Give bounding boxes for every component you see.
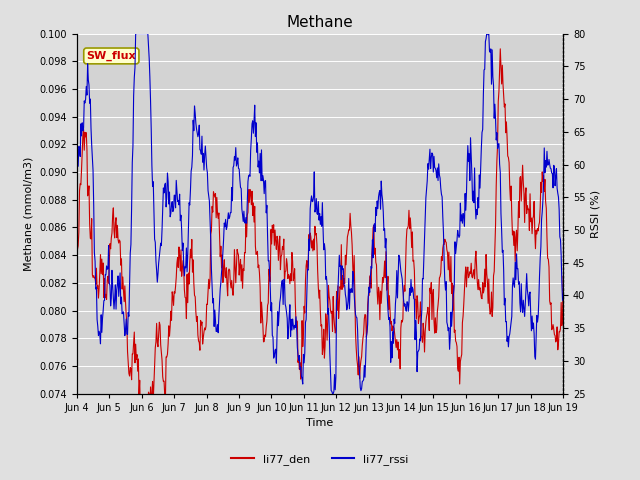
Title: Methane: Methane bbox=[287, 15, 353, 30]
Legend: li77_den, li77_rssi: li77_den, li77_rssi bbox=[227, 450, 413, 469]
X-axis label: Time: Time bbox=[307, 418, 333, 428]
Y-axis label: Methane (mmol/m3): Methane (mmol/m3) bbox=[24, 156, 34, 271]
Y-axis label: RSSI (%): RSSI (%) bbox=[591, 190, 601, 238]
Text: SW_flux: SW_flux bbox=[86, 51, 136, 61]
